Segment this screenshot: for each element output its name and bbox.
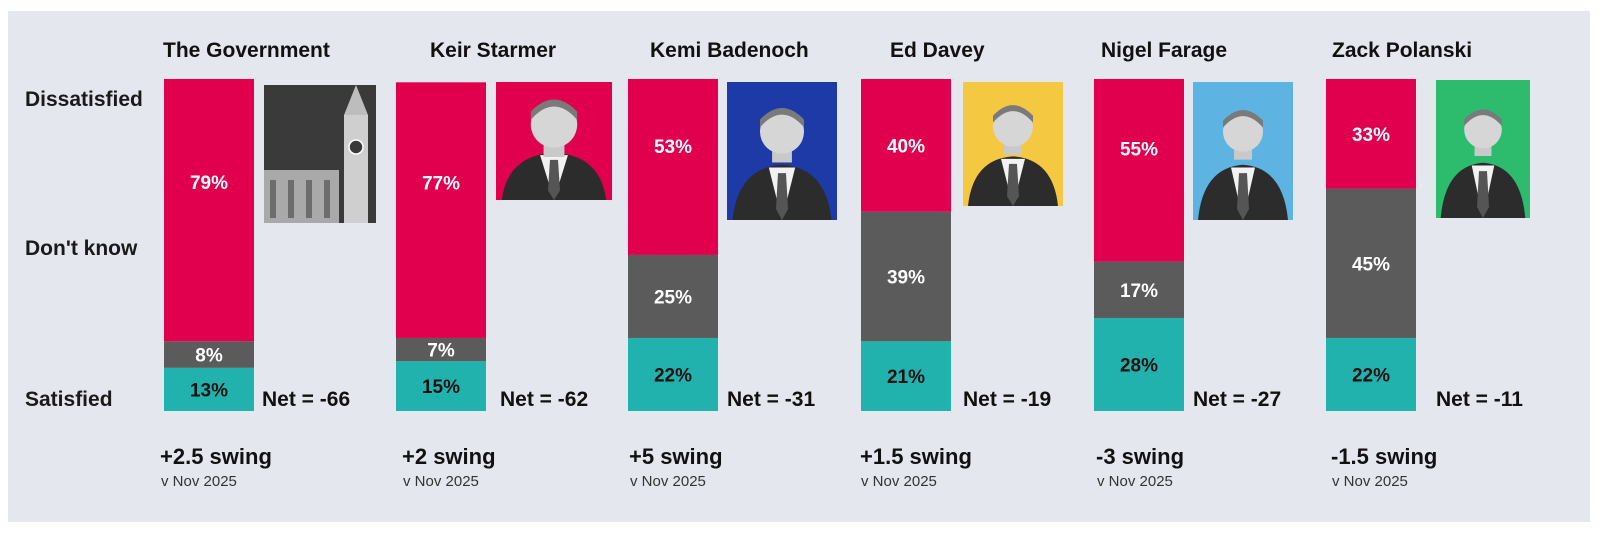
category-title-kemi-badenoch: Kemi Badenoch (650, 39, 809, 62)
person-hair-icon (760, 108, 804, 128)
parliament-window-icon (324, 180, 330, 218)
bar-label-satisfied-ed-davey: 21% (887, 367, 925, 388)
swing-note-kemi-badenoch: v Nov 2025 (630, 473, 706, 490)
person-head-icon (760, 109, 804, 154)
bar-dissatisfied-the-government (164, 79, 254, 342)
person-hair-icon (1223, 110, 1263, 128)
bar-label-dont-know-ed-davey: 39% (887, 268, 925, 289)
bar-satisfied-zack-polanski (1326, 337, 1416, 411)
bar-label-dissatisfied-keir-starmer: 77% (422, 174, 460, 195)
category-title-keir-starmer: Keir Starmer (430, 39, 556, 62)
bar-label-satisfied-the-government: 13% (190, 380, 228, 401)
category-title-zack-polanski: Zack Polanski (1332, 39, 1472, 62)
net-label-ed-davey: Net = -19 (963, 388, 1051, 411)
swing-label-kemi-badenoch: +5 swing (629, 444, 723, 469)
bar-satisfied-kemi-badenoch (628, 337, 718, 411)
person-tie-icon (776, 173, 788, 220)
bar-label-satisfied-zack-polanski: 22% (1352, 365, 1390, 386)
swing-label-ed-davey: +1.5 swing (860, 444, 972, 469)
category-title-ed-davey: Ed Davey (890, 39, 985, 62)
person-tie-icon (1007, 163, 1019, 206)
bar-label-dissatisfied-nigel-farage: 55% (1120, 140, 1158, 161)
bar-satisfied-the-government (164, 367, 254, 411)
category-title-nigel-farage: Nigel Farage (1101, 39, 1227, 62)
bar-label-satisfied-keir-starmer: 15% (422, 377, 460, 398)
bar-dissatisfied-zack-polanski (1326, 79, 1416, 189)
swing-note-the-government: v Nov 2025 (161, 473, 237, 490)
big-ben-clock-icon (348, 139, 364, 155)
bar-dont-know-nigel-farage (1094, 261, 1184, 319)
parliament-window-icon (270, 180, 276, 218)
person-head-icon (1464, 110, 1502, 149)
bar-label-dissatisfied-ed-davey: 40% (887, 136, 925, 157)
bar-dont-know-kemi-badenoch (628, 254, 718, 338)
row-label-satisfied: Satisfied (25, 388, 113, 411)
person-hair-icon (993, 105, 1033, 123)
swing-note-keir-starmer: v Nov 2025 (403, 473, 479, 490)
bar-satisfied-ed-davey (861, 341, 951, 411)
net-label-zack-polanski: Net = -11 (1436, 388, 1523, 411)
person-head-icon (530, 101, 578, 148)
row-label-dont-know: Don't know (25, 237, 138, 260)
bar-dissatisfied-nigel-farage (1094, 79, 1184, 262)
big-ben-spire-icon (344, 85, 368, 115)
person-head-icon (993, 106, 1033, 147)
swing-label-zack-polanski: -1.5 swing (1331, 444, 1437, 469)
bar-satisfied-keir-starmer (396, 361, 486, 411)
parliament-window-icon (306, 180, 312, 218)
bar-dont-know-the-government (164, 341, 254, 368)
swing-label-the-government: +2.5 swing (160, 444, 272, 469)
net-label-nigel-farage: Net = -27 (1193, 388, 1281, 411)
bar-label-dissatisfied-the-government: 79% (190, 173, 228, 194)
bar-dont-know-zack-polanski (1326, 188, 1416, 338)
person-hair-icon (1464, 109, 1502, 126)
net-label-kemi-badenoch: Net = -31 (727, 388, 815, 411)
bar-label-dont-know-kemi-badenoch: 25% (654, 287, 692, 308)
bar-dont-know-ed-davey (861, 211, 951, 342)
swing-note-zack-polanski: v Nov 2025 (1332, 473, 1408, 490)
person-tie-icon (1477, 171, 1489, 218)
bar-label-satisfied-nigel-farage: 28% (1120, 356, 1158, 377)
bar-label-satisfied-kemi-badenoch: 22% (654, 365, 692, 386)
bar-label-dont-know-the-government: 8% (195, 346, 223, 367)
person-hair-icon (530, 99, 578, 120)
net-label-the-government: Net = -66 (262, 388, 350, 411)
parliament-window-icon (288, 180, 294, 218)
person-tie-icon (1237, 173, 1249, 220)
bar-satisfied-nigel-farage (1094, 318, 1184, 411)
bar-dissatisfied-kemi-badenoch (628, 79, 718, 255)
bar-label-dissatisfied-zack-polanski: 33% (1352, 125, 1390, 146)
big-ben-tower-icon (344, 115, 368, 223)
swing-label-nigel-farage: -3 swing (1096, 444, 1184, 469)
bar-label-dont-know-keir-starmer: 7% (427, 341, 455, 362)
net-label-keir-starmer: Net = -62 (500, 388, 588, 411)
swing-note-nigel-farage: v Nov 2025 (1097, 473, 1173, 490)
bar-dissatisfied-keir-starmer (396, 82, 486, 338)
bar-label-dissatisfied-kemi-badenoch: 53% (654, 137, 692, 158)
bar-dont-know-keir-starmer (396, 337, 486, 362)
swing-label-keir-starmer: +2 swing (402, 444, 496, 469)
swing-note-ed-davey: v Nov 2025 (861, 473, 937, 490)
category-title-the-government: The Government (163, 39, 330, 62)
row-label-dissatisfied: Dissatisfied (25, 88, 143, 111)
bar-dissatisfied-ed-davey (861, 79, 951, 212)
bar-label-dont-know-nigel-farage: 17% (1120, 281, 1158, 302)
person-tie-icon (548, 159, 560, 200)
person-head-icon (1223, 111, 1263, 152)
bar-label-dont-know-zack-polanski: 45% (1352, 254, 1390, 275)
